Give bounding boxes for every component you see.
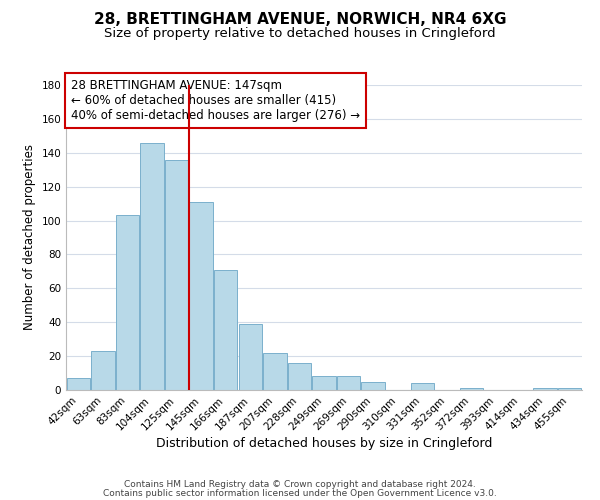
Bar bbox=[116, 216, 139, 390]
Bar bbox=[140, 142, 164, 390]
X-axis label: Distribution of detached houses by size in Cringleford: Distribution of detached houses by size … bbox=[156, 438, 492, 450]
Bar bbox=[313, 376, 335, 390]
Bar bbox=[460, 388, 483, 390]
Text: 28, BRETTINGHAM AVENUE, NORWICH, NR4 6XG: 28, BRETTINGHAM AVENUE, NORWICH, NR4 6XG bbox=[94, 12, 506, 28]
Text: Size of property relative to detached houses in Cringleford: Size of property relative to detached ho… bbox=[104, 28, 496, 40]
Bar bbox=[239, 324, 262, 390]
Bar bbox=[288, 363, 311, 390]
Bar bbox=[165, 160, 188, 390]
Text: Contains public sector information licensed under the Open Government Licence v3: Contains public sector information licen… bbox=[103, 488, 497, 498]
Bar bbox=[263, 352, 287, 390]
Bar bbox=[361, 382, 385, 390]
Bar bbox=[337, 376, 360, 390]
Bar bbox=[67, 378, 90, 390]
Text: 28 BRETTINGHAM AVENUE: 147sqm
← 60% of detached houses are smaller (415)
40% of : 28 BRETTINGHAM AVENUE: 147sqm ← 60% of d… bbox=[71, 79, 360, 122]
Bar bbox=[410, 383, 434, 390]
Bar bbox=[558, 388, 581, 390]
Bar bbox=[91, 351, 115, 390]
Bar bbox=[190, 202, 213, 390]
Text: Contains HM Land Registry data © Crown copyright and database right 2024.: Contains HM Land Registry data © Crown c… bbox=[124, 480, 476, 489]
Bar bbox=[533, 388, 557, 390]
Y-axis label: Number of detached properties: Number of detached properties bbox=[23, 144, 36, 330]
Bar bbox=[214, 270, 238, 390]
